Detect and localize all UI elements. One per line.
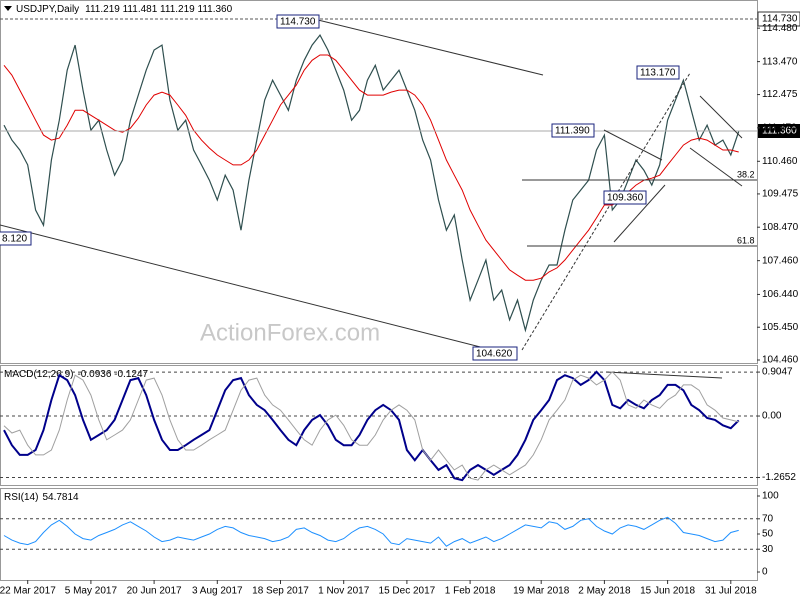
ohlc: 111.219 111.481 111.219 111.360: [85, 4, 232, 15]
x-tick-label: 15 Dec 2017: [379, 586, 436, 597]
series-line: [3, 370, 740, 482]
annotation-box: [603, 190, 647, 205]
trend-line: [699, 95, 743, 139]
y-tick-label: 108.470: [762, 222, 799, 233]
trend-line: [521, 72, 691, 351]
price-marker: 114.730: [762, 14, 798, 25]
y-tick-label: 50: [762, 529, 774, 540]
annotation: 114.730: [280, 17, 316, 28]
price-marker: 111.360: [762, 126, 797, 137]
y-tick-label: 70: [762, 513, 774, 524]
x-tick-label: 2 May 2018: [578, 586, 631, 597]
trend-line: [317, 19, 544, 76]
price-panel: [0, 0, 758, 364]
y-tick-label: 110.460: [762, 156, 798, 167]
indicator: MACD(12,26,9): [4, 369, 73, 380]
annotation-box: [636, 65, 680, 80]
y-tick-label: 106.440: [762, 289, 799, 300]
trend-line: [605, 371, 723, 379]
y-tick-label: 0: [762, 567, 768, 578]
annotation: 111.390: [555, 126, 590, 137]
y-tick-label: 105.450: [762, 322, 799, 333]
y-tick-label: 111.470: [762, 122, 797, 133]
y-tick-label: 104.460: [762, 355, 799, 366]
series-line: [3, 34, 740, 333]
trend-line: [603, 129, 663, 161]
macd-panel: [0, 365, 758, 486]
x-tick-label: 1 Feb 2018: [445, 586, 496, 597]
x-tick-label: 31 Jul 2018: [705, 586, 757, 597]
y-tick-label: 0.9047: [762, 367, 793, 378]
x-tick-label: 15 Jun 2018: [640, 586, 695, 597]
annotation-box: [276, 14, 320, 29]
menu-icon: [4, 6, 12, 11]
y-tick-label: 100: [762, 491, 779, 502]
annotation: 113.170: [640, 68, 676, 79]
x-tick-label: 3 Aug 2017: [192, 586, 243, 597]
indicator-values: -0.0936 -0.1247: [77, 369, 148, 380]
trend-line: [0, 224, 501, 353]
annotation: 109.360: [607, 193, 644, 204]
chart-title: USDJPY,Daily 111.219 111.481 111.219 111.…: [16, 4, 233, 15]
rsi-title: RSI(14) 54.7814: [4, 492, 79, 503]
fib-label: 38.2: [737, 169, 755, 179]
y-tick-label: 107.460: [762, 255, 799, 266]
price-marker-box: [757, 11, 800, 27]
annotation: 104.620: [476, 349, 513, 360]
x-tick-label: 19 Mar 2018: [513, 586, 570, 597]
fib-label: 61.8: [737, 235, 755, 245]
series-line: [3, 516, 739, 547]
y-tick-label: -1.2652: [762, 472, 796, 483]
indicator-values: 54.7814: [42, 492, 79, 503]
watermark: ActionForex.com: [200, 319, 380, 346]
x-tick-label: 5 May 2017: [65, 586, 118, 597]
x-tick-label: 1 Nov 2017: [318, 586, 370, 597]
y-tick-label: 30: [762, 544, 774, 555]
y-tick-label: 0.00: [762, 411, 782, 422]
x-tick-label: 22 Mar 2017: [0, 586, 56, 597]
annotation-box: [0, 231, 32, 246]
annotation: 8.120: [2, 234, 27, 245]
x-tick-label: 18 Sep 2017: [252, 586, 309, 597]
y-tick-label: 114.480: [762, 23, 798, 34]
annotation-box: [472, 346, 518, 361]
trend-line: [689, 147, 743, 187]
y-tick-label: 109.475: [762, 189, 799, 200]
price-marker-box: [758, 124, 800, 138]
x-tick-label: 20 Jun 2017: [127, 586, 182, 597]
macd-title: MACD(12,26,9) -0.0936 -0.1247: [4, 369, 149, 380]
y-tick-label: 113.470: [762, 56, 798, 67]
trend-line: [613, 184, 666, 243]
annotation-box: [551, 123, 595, 138]
indicator: RSI(14): [4, 492, 38, 503]
symbol: USDJPY,Daily: [16, 4, 79, 15]
series-line: [3, 371, 739, 481]
y-tick-label: 112.475: [762, 89, 798, 100]
